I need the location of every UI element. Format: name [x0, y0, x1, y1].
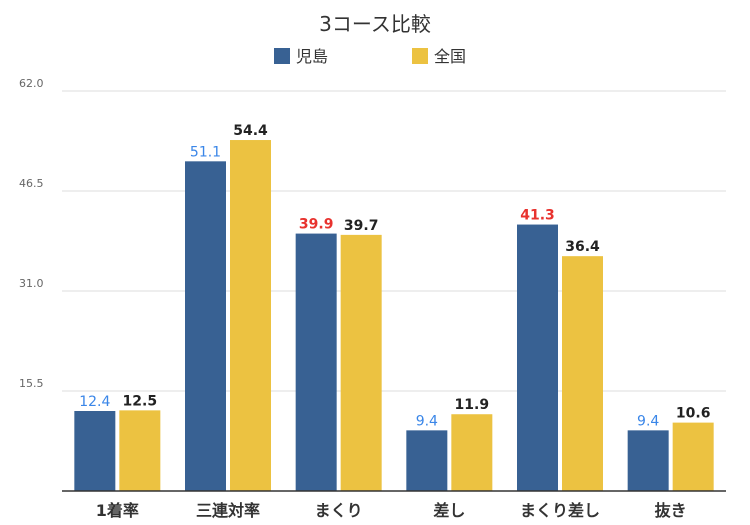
y-tick-label: 31.0 [19, 277, 44, 290]
data-labels: 12.4 12.5 51.1 54.4 39.9 39.7 9.4 11.9 41.3 36.4 9… [79, 123, 710, 429]
value-label-national-nuki: 10.6 [676, 406, 711, 422]
bar-national-nuki [672, 422, 714, 491]
bar-national-makuri [340, 234, 382, 491]
value-label-kojima-nuki: 9.4 [637, 413, 659, 429]
x-tick-label-nuki: 抜き [655, 501, 687, 520]
grid [62, 90, 726, 392]
x-axis: 1着率 三連対率 まくり 差し まくり差し 抜き [62, 490, 726, 520]
value-label-national-top-three-rate: 54.4 [233, 123, 268, 139]
legend-swatch-kojima [274, 48, 290, 64]
legend-label-kojima: 児島 [296, 47, 328, 66]
legend: 児島 全国 [274, 47, 466, 66]
bar-kojima-nuki [627, 430, 669, 491]
y-axis: 15.5 31.0 46.5 62.0 [19, 77, 44, 390]
bar-kojima-makuri [295, 233, 337, 492]
bar-kojima-sashi [406, 430, 448, 491]
bar-kojima-makuri-sashi [517, 224, 558, 491]
value-label-national-sashi: 11.9 [455, 397, 490, 413]
value-label-national-makuri-sashi: 36.4 [565, 239, 600, 255]
bar-national-makuri-sashi [562, 256, 603, 491]
value-label-kojima-sashi: 9.4 [416, 413, 438, 429]
y-tick-label: 15.5 [19, 377, 44, 390]
x-tick-label-first-place-rate: 1着率 [96, 501, 139, 520]
x-tick-label-sashi: 差し [433, 501, 465, 520]
bar-national-first-place-rate [119, 410, 161, 491]
value-label-national-first-place-rate: 12.5 [123, 393, 158, 409]
value-label-kojima-first-place-rate: 12.4 [79, 394, 110, 410]
value-label-national-makuri: 39.7 [344, 218, 379, 234]
bars [74, 140, 714, 492]
bar-kojima-top-three-rate [185, 161, 226, 492]
x-tick-label-makuri-sashi: まくり差し [520, 501, 600, 520]
bar-national-top-three-rate [230, 140, 271, 491]
value-label-kojima-makuri: 39.9 [299, 217, 334, 233]
y-tick-label: 62.0 [19, 77, 44, 90]
value-label-kojima-top-three-rate: 51.1 [190, 144, 221, 160]
x-tick-label-makuri: まくり [315, 501, 363, 520]
legend-label-national: 全国 [434, 47, 466, 66]
legend-swatch-national [412, 48, 428, 64]
bar-kojima-first-place-rate [74, 411, 116, 491]
y-tick-label: 46.5 [19, 177, 44, 190]
bar-national-sashi [451, 414, 493, 491]
value-label-kojima-makuri-sashi: 41.3 [520, 208, 555, 224]
x-tick-label-top-three-rate: 三連対率 [196, 501, 260, 520]
chart-title: 3コース比較 [319, 12, 431, 36]
